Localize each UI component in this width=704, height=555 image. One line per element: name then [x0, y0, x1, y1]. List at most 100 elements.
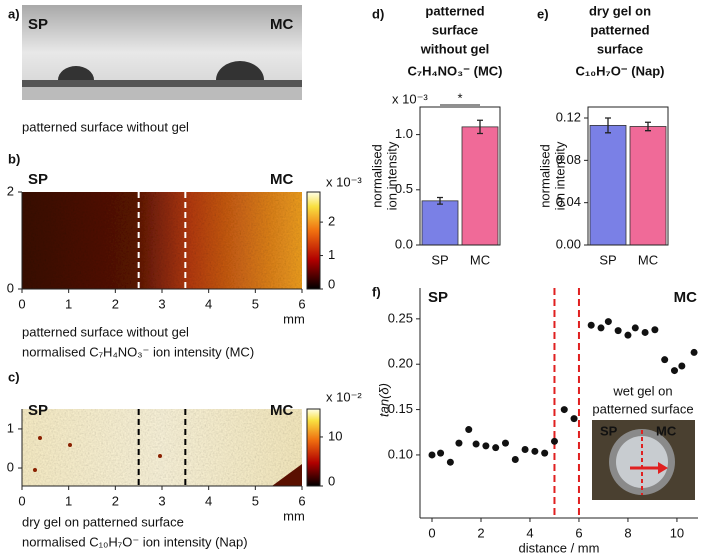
y-tick-label: 0.04	[556, 194, 581, 209]
data-point	[651, 326, 659, 334]
colorbar-tick-label: 0	[328, 276, 335, 291]
panel-title: MC	[674, 289, 697, 306]
chart-title: patterned	[425, 3, 484, 18]
plot-frame	[587, 106, 669, 246]
error-bar	[605, 117, 611, 134]
colorbar-tick-label: 2	[328, 214, 335, 229]
colorbar	[306, 408, 321, 487]
chart-title: C₇H₄NO₃⁻ (MC)	[407, 63, 502, 78]
data-point	[614, 327, 622, 335]
x-tick-label: 8	[624, 525, 631, 540]
colorbar-multiplier: x 10⁻³	[326, 174, 362, 189]
x-tick-label: 5	[252, 296, 259, 311]
x-tick-label: 0	[18, 493, 25, 508]
data-point	[446, 458, 454, 466]
y-tick-label: 0.25	[388, 310, 413, 325]
panel-label: d)	[372, 6, 384, 21]
caption: patterned surface without gel	[22, 119, 189, 134]
data-point	[624, 331, 632, 339]
bar	[461, 126, 499, 246]
x-tick-label: 3	[158, 296, 165, 311]
x-tick-label: 3	[158, 493, 165, 508]
colorbar-tick-label: 1	[328, 247, 335, 262]
panel-label: b)	[8, 151, 20, 166]
bar	[421, 200, 459, 246]
y-axis-label: ion intensity	[552, 141, 567, 210]
data-point	[670, 367, 678, 375]
y-axis-label: normalised	[537, 144, 552, 208]
y-tick-label: 0.5	[395, 181, 413, 196]
y-tick-label: 0.10	[388, 446, 413, 461]
data-point	[472, 440, 480, 448]
y-tick-label: 0.20	[388, 356, 413, 371]
data-point	[511, 455, 519, 463]
data-point	[437, 449, 445, 457]
x-tick-label: 4	[526, 525, 533, 540]
x-tick-label: 2	[112, 296, 119, 311]
error-bar	[477, 119, 483, 135]
data-point	[455, 439, 463, 447]
data-point	[661, 356, 669, 364]
inset-arrowhead	[658, 462, 668, 474]
x-axis-label: distance / mm	[519, 540, 600, 555]
photo-substrate	[22, 80, 302, 87]
colorbar	[306, 191, 321, 290]
panel-label: e)	[537, 6, 549, 21]
data-point	[465, 426, 473, 434]
x-tick-label: 6	[575, 525, 582, 540]
data-point	[570, 415, 578, 423]
x-tick-label: 1	[65, 493, 72, 508]
x-tick-label: 5	[252, 493, 259, 508]
panel-title: MC	[270, 402, 293, 419]
colorbar-multiplier: x 10⁻²	[326, 389, 362, 404]
caption: normalised C₁₀H₇O⁻ ion intensity (Nap)	[22, 534, 248, 549]
data-point	[541, 449, 549, 457]
y-tick-label: 1	[7, 420, 14, 435]
data-point	[428, 451, 436, 459]
caption: patterned surface without gel	[22, 324, 189, 339]
chart-title: dry gel on	[589, 3, 651, 18]
data-point	[597, 324, 605, 332]
y-tick-label: 0.00	[556, 236, 581, 251]
chart-title: patterned	[590, 22, 649, 37]
bar	[629, 126, 667, 246]
error-bar	[437, 196, 443, 205]
y-tick-label: 0.08	[556, 152, 581, 167]
x-tick-label: 10	[670, 525, 684, 540]
x-tick-label: 4	[205, 493, 212, 508]
panel-title: SP	[28, 171, 48, 188]
x-tick-label: 6	[298, 493, 305, 508]
x-tick-label: SP	[431, 252, 448, 267]
heatmap-feature	[68, 443, 72, 447]
inset-label: SP	[600, 423, 618, 438]
panel-title: SP	[428, 289, 448, 306]
data-point	[492, 444, 500, 452]
data-point	[560, 406, 568, 414]
photo-label: MC	[270, 16, 293, 33]
y-axis-label: normalised	[369, 144, 384, 208]
panel-label: f)	[372, 284, 381, 299]
y-axis-label: ion intensity	[384, 141, 399, 210]
x-axis-label: mm	[283, 311, 305, 326]
error-bar	[645, 121, 651, 132]
chart-title: surface	[597, 41, 643, 56]
chart-title: surface	[432, 22, 478, 37]
data-point	[641, 328, 649, 336]
annotation: patterned surface	[592, 401, 693, 416]
data-point	[631, 324, 639, 332]
y-tick-label: 2	[7, 183, 14, 198]
x-tick-label: MC	[638, 252, 658, 267]
heatmap-feature	[158, 454, 162, 458]
data-point	[521, 445, 529, 453]
y-axis-label: tan(δ)	[376, 383, 391, 417]
data-point	[678, 362, 686, 370]
bar	[589, 125, 627, 246]
chart-title: without gel	[420, 41, 490, 56]
data-point	[531, 447, 539, 455]
y-tick-label: 0.12	[556, 109, 581, 124]
x-tick-label: MC	[470, 252, 490, 267]
caption: normalised C₇H₄NO₃⁻ ion intensity (MC)	[22, 344, 254, 359]
x-tick-label: 2	[112, 493, 119, 508]
